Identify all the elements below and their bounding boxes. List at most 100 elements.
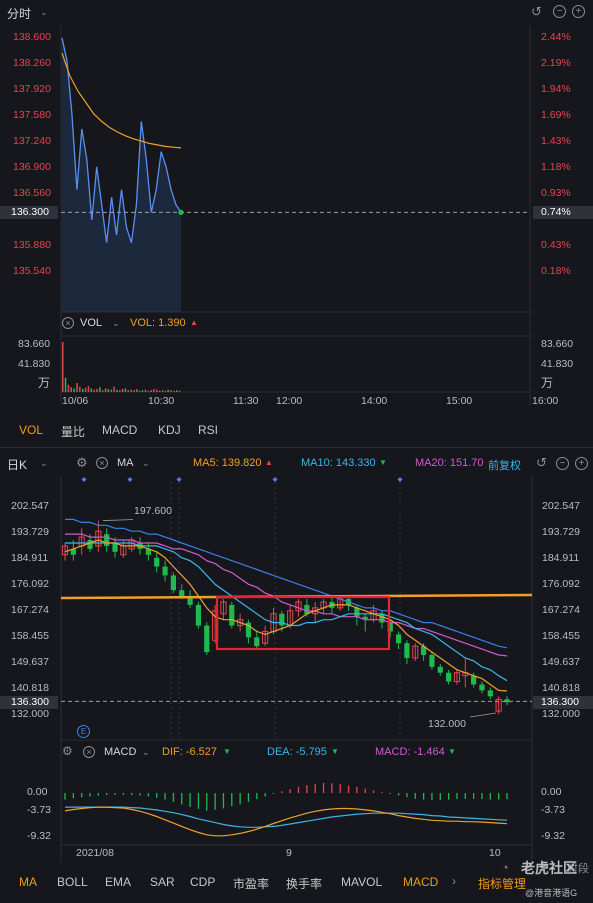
- event-marker-icon: [272, 477, 278, 482]
- candle-body: [204, 625, 210, 653]
- daily-tick: 149.637: [542, 656, 580, 668]
- volume-label[interactable]: VOL: [80, 317, 103, 329]
- zoom-in-icon[interactable]: +: [572, 5, 585, 18]
- volume-bar: [153, 389, 155, 392]
- volume-bar: [141, 390, 144, 392]
- chevron-down-icon[interactable]: ⌄: [40, 458, 48, 468]
- tab-pe-ratio[interactable]: 市盈率: [233, 877, 270, 891]
- candle-body: [395, 634, 402, 644]
- candle-body: [170, 575, 177, 591]
- tab-macd[interactable]: MACD: [102, 423, 138, 437]
- zoom-out-icon[interactable]: −: [553, 5, 566, 18]
- daily-tick: 202.547: [11, 500, 49, 512]
- tab-sar[interactable]: SAR: [150, 875, 175, 889]
- daily-tick: 167.274: [542, 604, 580, 616]
- candle-body: [504, 699, 510, 703]
- ma5-label: MA5: 139.820: [193, 457, 262, 469]
- pct-tick: 1.94%: [541, 83, 571, 95]
- volume-unit: 万: [38, 376, 51, 390]
- price-area: [62, 38, 181, 312]
- intraday-header: 分时 ⌄ ↺ − +: [0, 0, 593, 24]
- tab-ma[interactable]: MA: [19, 875, 37, 889]
- indicator-manage-button[interactable]: 指标管理: [478, 877, 527, 891]
- volume-bar: [124, 388, 127, 392]
- tab-vol[interactable]: VOL: [19, 423, 44, 437]
- indicator-tab-bar: VOL 量比 MACD KDJ RSI: [0, 417, 593, 443]
- zoom-in-icon[interactable]: +: [575, 457, 588, 470]
- event-marker-icon: [81, 477, 87, 482]
- volume-bar: [144, 389, 147, 392]
- ma-extra-line: [65, 518, 508, 649]
- time-label: 11:30: [233, 395, 259, 407]
- volume-bar: [164, 390, 167, 392]
- price-tick: 138.600: [13, 31, 51, 43]
- volume-tick: 41.830: [541, 358, 574, 370]
- close-icon[interactable]: ×: [62, 317, 74, 329]
- chevron-right-icon[interactable]: ›: [452, 874, 456, 888]
- volume-tick: 83.660: [541, 338, 574, 350]
- reset-icon[interactable]: ↺: [536, 455, 547, 470]
- candle-body: [487, 690, 493, 697]
- time-label: 10:30: [148, 395, 175, 407]
- daily-tick: 132.000: [11, 708, 49, 720]
- tab-kdj[interactable]: KDJ: [158, 423, 181, 437]
- down-triangle-icon: ▼: [448, 747, 456, 756]
- tab-turnover[interactable]: 换手率: [286, 877, 323, 891]
- macd-label[interactable]: MACD: [104, 746, 137, 758]
- volume-bar: [110, 389, 112, 392]
- current-price-tag: 136.300: [0, 206, 58, 219]
- event-marker-icon: [176, 477, 182, 482]
- candle-body: [262, 630, 269, 644]
- volume-value: VOL: 1.390: [130, 317, 186, 329]
- tab-volume-ratio[interactable]: 量比: [61, 425, 86, 439]
- close-icon[interactable]: ×: [96, 457, 108, 469]
- tab-rsi[interactable]: RSI: [198, 423, 219, 437]
- candle-body: [254, 637, 260, 647]
- tab-mavol[interactable]: MAVOL: [341, 875, 383, 889]
- tab-boll[interactable]: BOLL: [57, 875, 88, 889]
- close-icon[interactable]: ×: [83, 746, 95, 758]
- volume-bar: [113, 386, 115, 392]
- settings-icon[interactable]: ⚙: [62, 744, 73, 758]
- chevron-down-icon[interactable]: ⌄: [112, 318, 120, 328]
- volume-bar: [104, 388, 107, 392]
- volume-bar: [176, 390, 178, 392]
- adjust-mode[interactable]: 前复权: [488, 460, 521, 472]
- settings-icon[interactable]: ⚙: [76, 455, 88, 470]
- candle-body: [145, 548, 151, 555]
- chevron-down-icon[interactable]: ⌄: [142, 458, 150, 468]
- candle-body: [387, 622, 393, 632]
- zoom-out-icon[interactable]: −: [556, 457, 569, 470]
- time-label: 16:00: [532, 395, 559, 407]
- date-label: 9: [286, 847, 292, 859]
- volume-unit: 万: [541, 376, 554, 390]
- daily-title[interactable]: 日K: [7, 458, 28, 472]
- price-tick: 136.560: [13, 187, 51, 199]
- event-icon[interactable]: E: [77, 725, 90, 738]
- chevron-down-icon[interactable]: ⌄: [142, 747, 150, 757]
- chevron-down-icon[interactable]: ⌄: [40, 7, 48, 17]
- intraday-title[interactable]: 分时: [7, 7, 32, 21]
- candle-body: [70, 548, 76, 555]
- ma-selector[interactable]: MA: [117, 457, 134, 469]
- volume-bar: [138, 390, 141, 392]
- tab-macd-bottom[interactable]: MACD: [403, 875, 439, 889]
- candle-body: [362, 616, 368, 620]
- reset-icon[interactable]: ↺: [531, 4, 542, 19]
- dea-line: [65, 806, 508, 828]
- time-label: 14:00: [361, 395, 388, 407]
- macd-legend: ⚙ × MACD ⌄ DIF: -6.527 ▼ DEA: -5.795 ▼ M…: [62, 744, 532, 759]
- time-label: 12:00: [276, 395, 303, 407]
- intraday-chart[interactable]: [0, 0, 593, 420]
- volume-bar: [96, 389, 98, 392]
- volume-bar: [76, 383, 78, 392]
- volume-bar: [82, 389, 84, 392]
- tab-ema[interactable]: EMA: [105, 875, 132, 889]
- up-triangle-icon: ▲: [190, 318, 198, 327]
- ma5-line: [64, 539, 508, 692]
- macd-value: MACD: -1.464: [375, 746, 445, 758]
- tab-cdp[interactable]: CDP: [190, 875, 216, 889]
- macd-tick: 0.00: [27, 786, 48, 798]
- candle-body: [404, 643, 410, 658]
